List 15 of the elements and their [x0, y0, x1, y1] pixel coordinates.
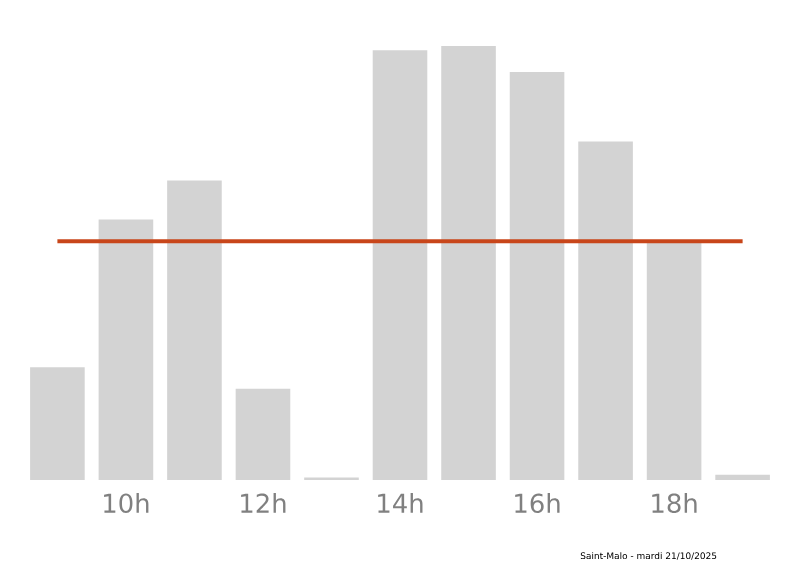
- x-tick-label: 10h: [104, 493, 149, 514]
- x-tick-label: 12h: [241, 493, 286, 513]
- bar: [372, 50, 428, 480]
- x-tick-label: 14h: [378, 493, 423, 513]
- bar: [441, 45, 496, 480]
- bar: [235, 388, 291, 480]
- bar: [509, 72, 565, 480]
- bar: [167, 180, 222, 480]
- bar: [715, 474, 770, 480]
- bar: [578, 141, 633, 480]
- bar: [98, 219, 154, 480]
- x-tick-label: 18h: [652, 493, 697, 514]
- x-tick-label: 16h: [515, 493, 560, 514]
- bar: [30, 367, 85, 480]
- bar: [646, 241, 702, 480]
